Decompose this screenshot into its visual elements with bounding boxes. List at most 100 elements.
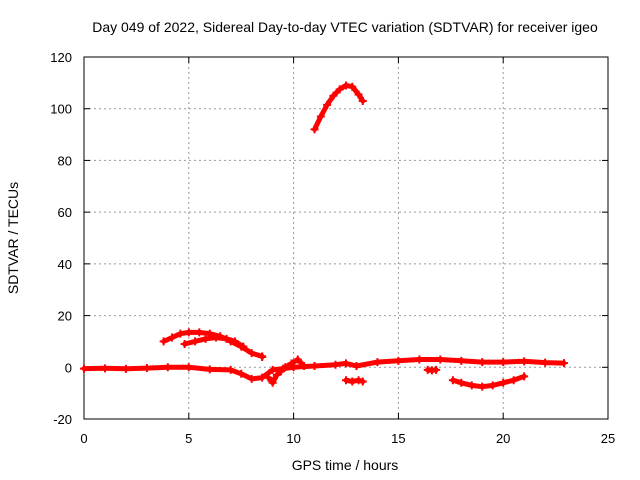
series-arc-near-zero-a <box>80 355 568 383</box>
data-point <box>432 365 441 374</box>
y-tick-label: 120 <box>50 50 72 65</box>
data-point <box>394 356 403 365</box>
data-point <box>230 337 239 346</box>
series-line <box>282 357 307 370</box>
y-axis-label: SDTVAR / TECUs <box>5 182 21 294</box>
data-point <box>352 361 361 370</box>
data-point <box>293 355 302 364</box>
x-tick-label: 10 <box>286 431 300 446</box>
data-point <box>316 112 325 121</box>
data-point <box>448 376 457 385</box>
series-arc-negative-long <box>448 372 529 391</box>
data-point <box>201 334 210 343</box>
data-point <box>509 376 518 385</box>
y-tick-label: 0 <box>65 360 72 375</box>
data-point <box>310 361 319 370</box>
data-point <box>457 356 466 365</box>
data-point <box>342 359 350 368</box>
series-arc-dip-small <box>264 367 286 387</box>
data-point <box>205 365 214 374</box>
data-point <box>478 382 487 391</box>
series-line <box>81 357 567 382</box>
data-point <box>373 358 382 367</box>
data-point <box>100 364 109 373</box>
data-point <box>121 364 130 373</box>
data-point <box>277 367 286 376</box>
data-point <box>348 82 357 91</box>
data-point <box>520 372 529 381</box>
x-tick-label: 0 <box>80 431 87 446</box>
data-point <box>342 81 350 90</box>
data-point <box>258 352 267 361</box>
data-point <box>358 377 367 386</box>
x-axis-label: GPS time / hours <box>292 457 399 473</box>
x-tick-label: 25 <box>601 431 615 446</box>
chart-title: Day 049 of 2022, Sidereal Day-to-day VTE… <box>92 19 598 35</box>
y-tick-label: 80 <box>58 153 72 168</box>
data-point <box>329 91 338 100</box>
data-point <box>212 333 221 342</box>
y-tick-label: 100 <box>50 102 72 117</box>
data-point <box>180 340 189 349</box>
data-point <box>264 373 273 382</box>
data-point <box>142 364 151 373</box>
data-point <box>499 358 508 367</box>
data-point <box>287 359 296 368</box>
plot-frame <box>83 56 609 420</box>
data-point <box>247 349 256 358</box>
data-point <box>488 381 497 390</box>
data-point <box>226 365 235 374</box>
data-point <box>310 125 319 134</box>
data-point <box>300 361 309 370</box>
data-point <box>342 376 350 385</box>
data-point <box>559 359 568 368</box>
series-arc-peak <box>310 81 367 134</box>
series-line <box>312 82 366 132</box>
data-point <box>348 377 357 386</box>
data-point <box>457 378 466 387</box>
series-arc-negative-short <box>342 376 367 386</box>
data-point <box>247 374 256 383</box>
series-arc-segment-mid <box>423 365 441 375</box>
data-point <box>222 334 231 343</box>
data-point <box>159 337 168 346</box>
data-point <box>272 371 281 380</box>
data-point <box>184 328 193 337</box>
data-point <box>499 378 508 387</box>
data-point <box>436 355 445 364</box>
data-point <box>163 363 172 372</box>
x-tick-label: 15 <box>391 431 405 446</box>
data-point <box>358 96 367 105</box>
y-tick-label: 20 <box>58 309 72 324</box>
data-point <box>520 357 529 366</box>
y-tick-label: -20 <box>53 412 72 427</box>
y-tick-label: 40 <box>58 257 72 272</box>
data-point <box>478 358 487 367</box>
data-point <box>184 363 193 372</box>
data-point <box>191 337 200 346</box>
data-point <box>239 342 248 351</box>
data-point <box>195 328 204 337</box>
axis-ticks: 0 5 10 15 20 25 -20 0 20 40 60 80 100 120 <box>50 50 615 446</box>
data-point <box>354 376 363 385</box>
data-point <box>237 369 246 378</box>
x-tick-label: 20 <box>496 431 510 446</box>
series-arc-spike <box>281 355 309 372</box>
data-point <box>268 378 277 387</box>
data-point <box>415 355 424 364</box>
data-point <box>268 365 277 374</box>
data-point <box>323 100 332 109</box>
series-line <box>265 368 284 386</box>
series-arc-positive-a <box>159 328 267 361</box>
data-point <box>168 333 177 342</box>
x-tick-label: 5 <box>185 431 192 446</box>
data-point <box>331 360 340 369</box>
data-point <box>80 364 88 373</box>
y-tick-label: 60 <box>58 205 72 220</box>
data-series <box>80 81 568 391</box>
data-point <box>354 90 363 99</box>
data-point <box>176 329 185 338</box>
data-point <box>541 358 550 367</box>
series-arc-positive-b <box>180 333 248 351</box>
